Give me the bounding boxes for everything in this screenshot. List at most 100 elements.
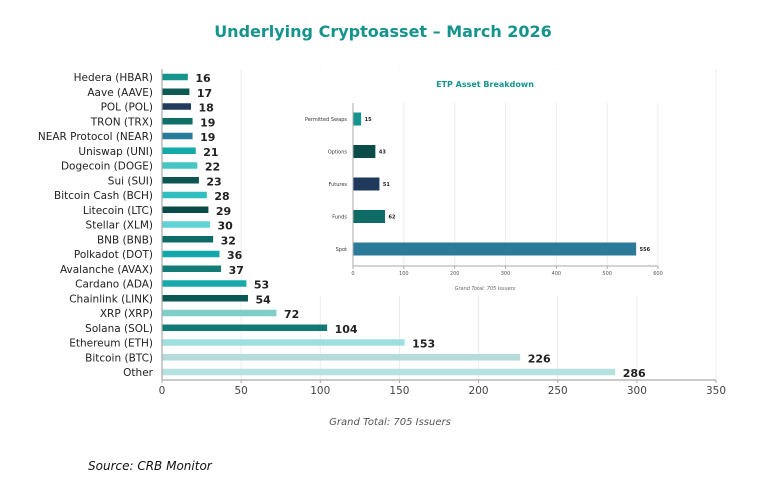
main-value-label: 17 [197,87,212,100]
inset-tick-label: 400 [552,271,562,277]
main-bars: Hedera (HBAR) 16 Aave (AAVE) 17 POL (POL) 18 T… [38,72,646,380]
inset-category-label: Funds [332,215,347,221]
main-value-label: 72 [284,308,299,321]
main-category-label: XRP (XRP) [100,308,153,320]
main-bar [162,103,191,110]
main-category-label: NEAR Protocol (NEAR) [38,131,153,143]
main-tick-label: 350 [706,385,726,397]
main-bar [162,191,207,199]
main-value-label: 104 [335,323,358,336]
main-tick-label: 50 [234,385,247,397]
main-value-label: 53 [254,279,269,292]
main-bar [162,250,220,258]
main-bar [162,73,188,81]
main-category-label: BNB (BNB) [97,234,153,246]
main-tick-label: 0 [159,385,166,397]
inset-category-label: Futures [328,182,347,188]
source-note: Source: CRB Monitor [88,459,213,473]
inset-bar [353,242,637,256]
main-tick-label: 300 [627,385,647,397]
inset-bar [353,177,380,191]
main-category-label: Chainlink (LINK) [69,293,153,305]
inset-bars: Permitted Swaps 15 Options 43 Futures 51 Funds… [305,112,651,256]
main-value-label: 54 [255,293,271,306]
main-category-label: Uniswap (UNI) [78,146,153,158]
main-value-label: 286 [623,367,646,380]
inset-background [292,70,670,296]
main-category-label: Other [123,367,153,379]
inset-category-label: Options [328,150,348,156]
main-value-label: 29 [216,205,231,218]
main-value-label: 19 [200,116,215,129]
main-x-ticks: 0 50 100 150 200 250 300 350 [159,380,726,397]
main-value-label: 19 [200,131,215,144]
main-tick-label: 100 [310,385,330,397]
main-category-label: Litecoin (LTC) [83,205,153,217]
inset-value-label: 62 [389,215,396,221]
main-category-label: Polkadot (DOT) [74,249,153,261]
main-value-label: 30 [217,220,233,233]
main-bar [162,236,214,243]
main-value-label: 23 [206,175,221,188]
main-category-label: Dogecoin (DOGE) [61,161,153,173]
main-value-label: 22 [205,161,220,174]
main-category-label: Solana (SOL) [85,323,153,335]
main-category-label: Sui (SUI) [108,175,153,187]
inset-tick-label: 0 [351,271,354,277]
main-bar [162,280,247,287]
main-bar [162,206,209,213]
main-category-label: POL (POL) [101,102,153,114]
main-bar [162,309,277,317]
inset-tick-label: 600 [653,271,663,277]
main-tick-label: 150 [389,385,409,397]
inset-value-label: 15 [365,117,372,123]
main-bar [162,118,193,125]
main-value-label: 28 [214,190,229,203]
main-tick-label: 250 [548,385,568,397]
main-bar [162,177,199,184]
main-bar [162,265,222,272]
main-bar [162,147,196,154]
main-bar [162,132,193,140]
main-bar [162,354,521,361]
main-category-label: TRON (TRX) [90,116,153,128]
inset-grand-total-note: Grand Total: 705 Issuers [455,286,516,292]
main-category-label: Cardano (ADA) [75,279,153,291]
main-value-label: 18 [198,102,213,115]
main-bar [162,295,248,302]
main-category-label: Ethereum (ETH) [69,338,153,350]
inset-bar [353,210,386,223]
inset-tick-label: 200 [450,271,460,277]
main-value-label: 36 [227,249,243,262]
main-category-label: Avalanche (AVAX) [60,264,153,276]
main-bar [162,221,210,228]
inset-category-label: Spot [336,247,347,253]
main-category-label: Stellar (XLM) [86,220,153,232]
main-value-label: 226 [528,352,551,365]
main-category-label: Bitcoin Cash (BCH) [54,190,153,202]
main-value-label: 16 [195,72,211,85]
inset-tick-label: 100 [399,271,409,277]
inset-bar [353,145,376,158]
main-grand-total-note: Grand Total: 705 Issuers [329,417,451,428]
main-category-label: Bitcoin (BTC) [85,352,153,364]
inset-value-label: 43 [379,150,386,156]
inset-tick-label: 300 [501,271,511,277]
inset-chart: ETP Asset Breakdown Permitted Swaps 15 Opt… [292,70,670,296]
main-bar [162,368,616,376]
inset-value-label: 556 [640,247,651,253]
main-bar [162,324,328,331]
main-category-label: Aave (AAVE) [87,87,153,99]
inset-gridlines [403,103,659,266]
main-bar [162,339,405,346]
main-bar [162,88,190,95]
chart-title: Underlying Cryptoasset – March 2026 [214,22,552,41]
main-value-label: 153 [412,338,435,351]
inset-value-label: 51 [383,182,390,188]
inset-bar [353,112,362,126]
main-category-label: Hedera (HBAR) [74,72,153,84]
main-value-label: 32 [221,234,236,247]
inset-x-ticks: 0 100 200 300 400 500 600 [351,266,663,277]
main-value-label: 37 [229,264,244,277]
